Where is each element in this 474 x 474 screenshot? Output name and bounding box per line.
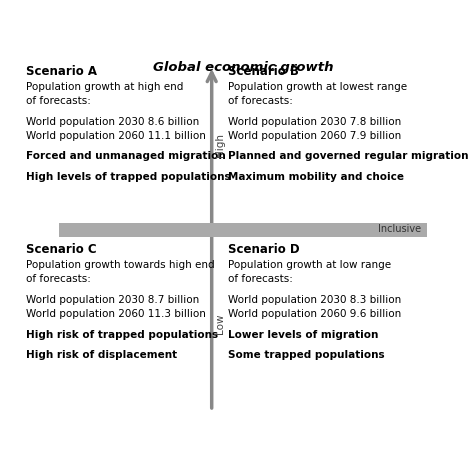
Text: Scenario A: Scenario A	[26, 64, 97, 78]
Text: Inclusive: Inclusive	[378, 224, 421, 234]
Text: High risk of trapped populations: High risk of trapped populations	[26, 329, 219, 339]
Text: Population growth at lowest range: Population growth at lowest range	[228, 82, 407, 92]
Text: of forecasts:: of forecasts:	[26, 96, 91, 106]
Text: of forecasts:: of forecasts:	[228, 274, 293, 284]
Bar	[59, 223, 427, 237]
Text: World population 2060 9.6 billion: World population 2060 9.6 billion	[228, 309, 401, 319]
Text: World population 2060 7.9 billion: World population 2060 7.9 billion	[228, 131, 401, 141]
Text: Scenario C: Scenario C	[26, 243, 97, 255]
Text: Global economic growth: Global economic growth	[153, 61, 333, 73]
Text: Scenario B: Scenario B	[228, 64, 299, 78]
Text: Forced and unmanaged migration: Forced and unmanaged migration	[26, 151, 226, 162]
Text: High: High	[215, 133, 225, 157]
Text: World population 2030 8.7 billion: World population 2030 8.7 billion	[26, 295, 200, 305]
Text: World population 2060 11.1 billion: World population 2060 11.1 billion	[26, 131, 206, 141]
Text: World population 2030 8.6 billion: World population 2030 8.6 billion	[26, 117, 200, 127]
Text: High levels of trapped populations: High levels of trapped populations	[26, 172, 231, 182]
Text: Population growth towards high end: Population growth towards high end	[26, 260, 215, 270]
Text: Lower levels of migration: Lower levels of migration	[228, 329, 379, 339]
Text: World population 2030 8.3 billion: World population 2030 8.3 billion	[228, 295, 401, 305]
Text: Population growth at low range: Population growth at low range	[228, 260, 392, 270]
Text: Maximum mobility and choice: Maximum mobility and choice	[228, 172, 404, 182]
Text: High risk of displacement: High risk of displacement	[26, 350, 177, 360]
Text: World population 2030 7.8 billion: World population 2030 7.8 billion	[228, 117, 401, 127]
Text: World population 2060 11.3 billion: World population 2060 11.3 billion	[26, 309, 206, 319]
Text: Planned and governed regular migration: Planned and governed regular migration	[228, 151, 469, 162]
Text: of forecasts:: of forecasts:	[26, 274, 91, 284]
Text: of forecasts:: of forecasts:	[228, 96, 293, 106]
Text: Population growth at high end: Population growth at high end	[26, 82, 183, 92]
Text: Scenario D: Scenario D	[228, 243, 300, 255]
Text: Low: Low	[215, 314, 225, 334]
Text: Some trapped populations: Some trapped populations	[228, 350, 385, 360]
